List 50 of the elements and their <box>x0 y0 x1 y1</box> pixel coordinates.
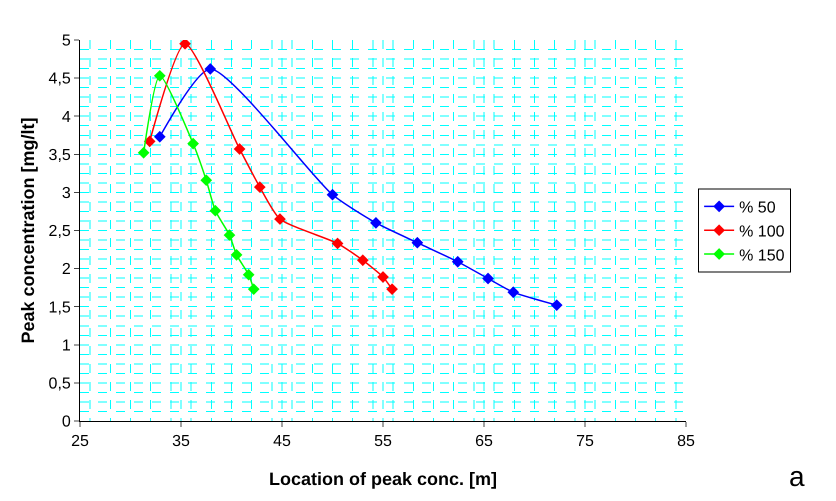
point <box>482 272 494 284</box>
legend-label: % 50 <box>739 200 776 217</box>
x-tick-label: 35 <box>172 433 190 450</box>
x-tick-label: 75 <box>576 433 594 450</box>
y-tick-label: 0,5 <box>48 376 71 392</box>
x-tick-label: 55 <box>374 433 392 450</box>
point <box>224 229 236 241</box>
point <box>370 217 382 229</box>
point <box>326 188 338 201</box>
point <box>242 268 255 281</box>
point <box>274 213 286 225</box>
point <box>332 238 344 250</box>
x-axis-title: Location of peak conc. [m] <box>268 469 498 489</box>
legend-label: % 100 <box>739 223 785 240</box>
point <box>154 70 166 82</box>
point <box>200 174 212 186</box>
point <box>230 249 242 261</box>
y-tick-label: 4 <box>62 108 71 126</box>
y-axis-title: Peak concentration [mg/lt] <box>18 117 38 344</box>
point <box>144 136 156 148</box>
point <box>452 256 464 268</box>
point <box>254 181 266 193</box>
y-tick-label: 3,5 <box>48 146 71 164</box>
point <box>138 146 150 159</box>
point <box>187 138 199 150</box>
y-tick-label: 2 <box>62 261 71 278</box>
y-tick-label: 0 <box>62 414 71 431</box>
point <box>234 143 246 155</box>
y-tick-label: 4,5 <box>48 70 71 88</box>
point <box>356 254 369 266</box>
x-tick-label: 65 <box>475 433 493 450</box>
x-tick-label: 25 <box>71 433 89 450</box>
legend-label: % 150 <box>739 247 785 264</box>
point <box>507 286 520 298</box>
point <box>204 63 216 75</box>
point <box>386 283 398 296</box>
point <box>550 299 563 312</box>
x-tick-label: 85 <box>677 433 695 450</box>
y-tick-label: 1,5 <box>48 299 71 316</box>
point <box>248 283 260 296</box>
point <box>411 236 424 249</box>
y-tick-label: 2,5 <box>48 223 71 240</box>
point <box>154 130 166 143</box>
text: a <box>789 461 805 492</box>
point <box>377 271 389 283</box>
x-tick-label: 45 <box>273 433 291 450</box>
y-tick-label: 1 <box>62 337 71 354</box>
y-tick-label: 5 <box>62 32 71 50</box>
point <box>209 204 222 217</box>
y-tick-label: 3 <box>62 185 71 202</box>
